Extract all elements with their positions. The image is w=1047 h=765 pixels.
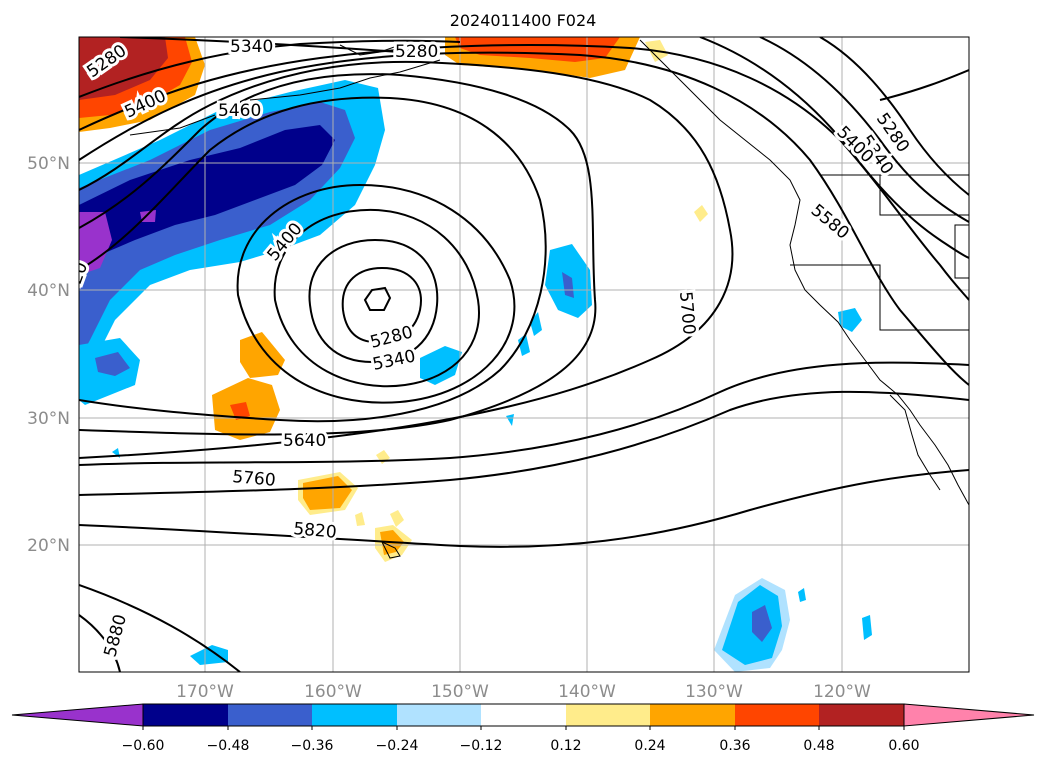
colorbar-bin: [481, 704, 566, 726]
contour-label: 5820: [293, 519, 338, 543]
colorbar-extend-max: [903, 703, 1035, 727]
lon-label-140w: 140°W: [558, 682, 616, 702]
colorbar-bin: [566, 704, 650, 726]
graticule: [79, 37, 969, 672]
colorbar-bin: [735, 704, 819, 726]
colorbar-tick-label: −0.36: [291, 738, 334, 754]
colorbar-extend-min: [11, 703, 144, 727]
longitude-labels: 170°W 160°W 150°W 140°W 130°W 120°W: [176, 682, 871, 702]
colorbar-tick-label: −0.48: [207, 738, 250, 754]
colorbar-tick-label: 0.12: [550, 738, 581, 754]
colorbar-tick-label: 0.60: [888, 738, 919, 754]
chart-title: 2024011400 F024: [450, 11, 597, 30]
colorbar-bin: [397, 704, 481, 726]
colorbar-bin: [312, 704, 397, 726]
lat-label-50n: 50°N: [27, 154, 70, 174]
contour-label: 5700: [675, 291, 699, 336]
coastlines: [129, 39, 969, 559]
map-frame: [78, 36, 970, 673]
colorbar-tick-label: 0.24: [634, 738, 665, 754]
contour-label: 5760: [232, 467, 277, 491]
colorbar-tick-label: −0.12: [460, 738, 503, 754]
latitude-labels: 50°N 40°N 30°N 20°N: [27, 154, 70, 556]
contour-label: 5280: [395, 42, 438, 62]
map-panel: 5340 5280 5280 5400 5460 5400 5280 5340 …: [78, 36, 970, 673]
colorbar-bin: [650, 704, 735, 726]
lat-label-20n: 20°N: [27, 536, 70, 556]
contour-label: 5340: [230, 37, 273, 57]
colorbar-bin: [228, 704, 312, 726]
lon-label-150w: 150°W: [431, 682, 489, 702]
height-contours: [79, 37, 969, 672]
colorbar: −0.60 −0.48 −0.36 −0.24 −0.12 0.12 0.24 …: [11, 703, 1035, 754]
colorbar-bin: [143, 704, 228, 726]
colorbar-tick-label: 0.48: [803, 738, 834, 754]
colorbar-tick-label: −0.60: [122, 738, 165, 754]
lon-label-170w: 170°W: [176, 682, 234, 702]
colorbar-tick-label: −0.24: [376, 738, 419, 754]
lat-label-40n: 40°N: [27, 281, 70, 301]
contour-label: 5460: [218, 101, 261, 121]
lon-label-160w: 160°W: [304, 682, 362, 702]
lon-label-130w: 130°W: [685, 682, 743, 702]
colorbar-bin: [819, 704, 904, 726]
contour-label: 5640: [283, 431, 326, 451]
shading-negative: [79, 80, 872, 672]
colorbar-outline: [142, 703, 905, 727]
colorbar-tick-label: 0.36: [719, 738, 750, 754]
lon-label-120w: 120°W: [813, 682, 871, 702]
lat-label-30n: 30°N: [27, 409, 70, 429]
